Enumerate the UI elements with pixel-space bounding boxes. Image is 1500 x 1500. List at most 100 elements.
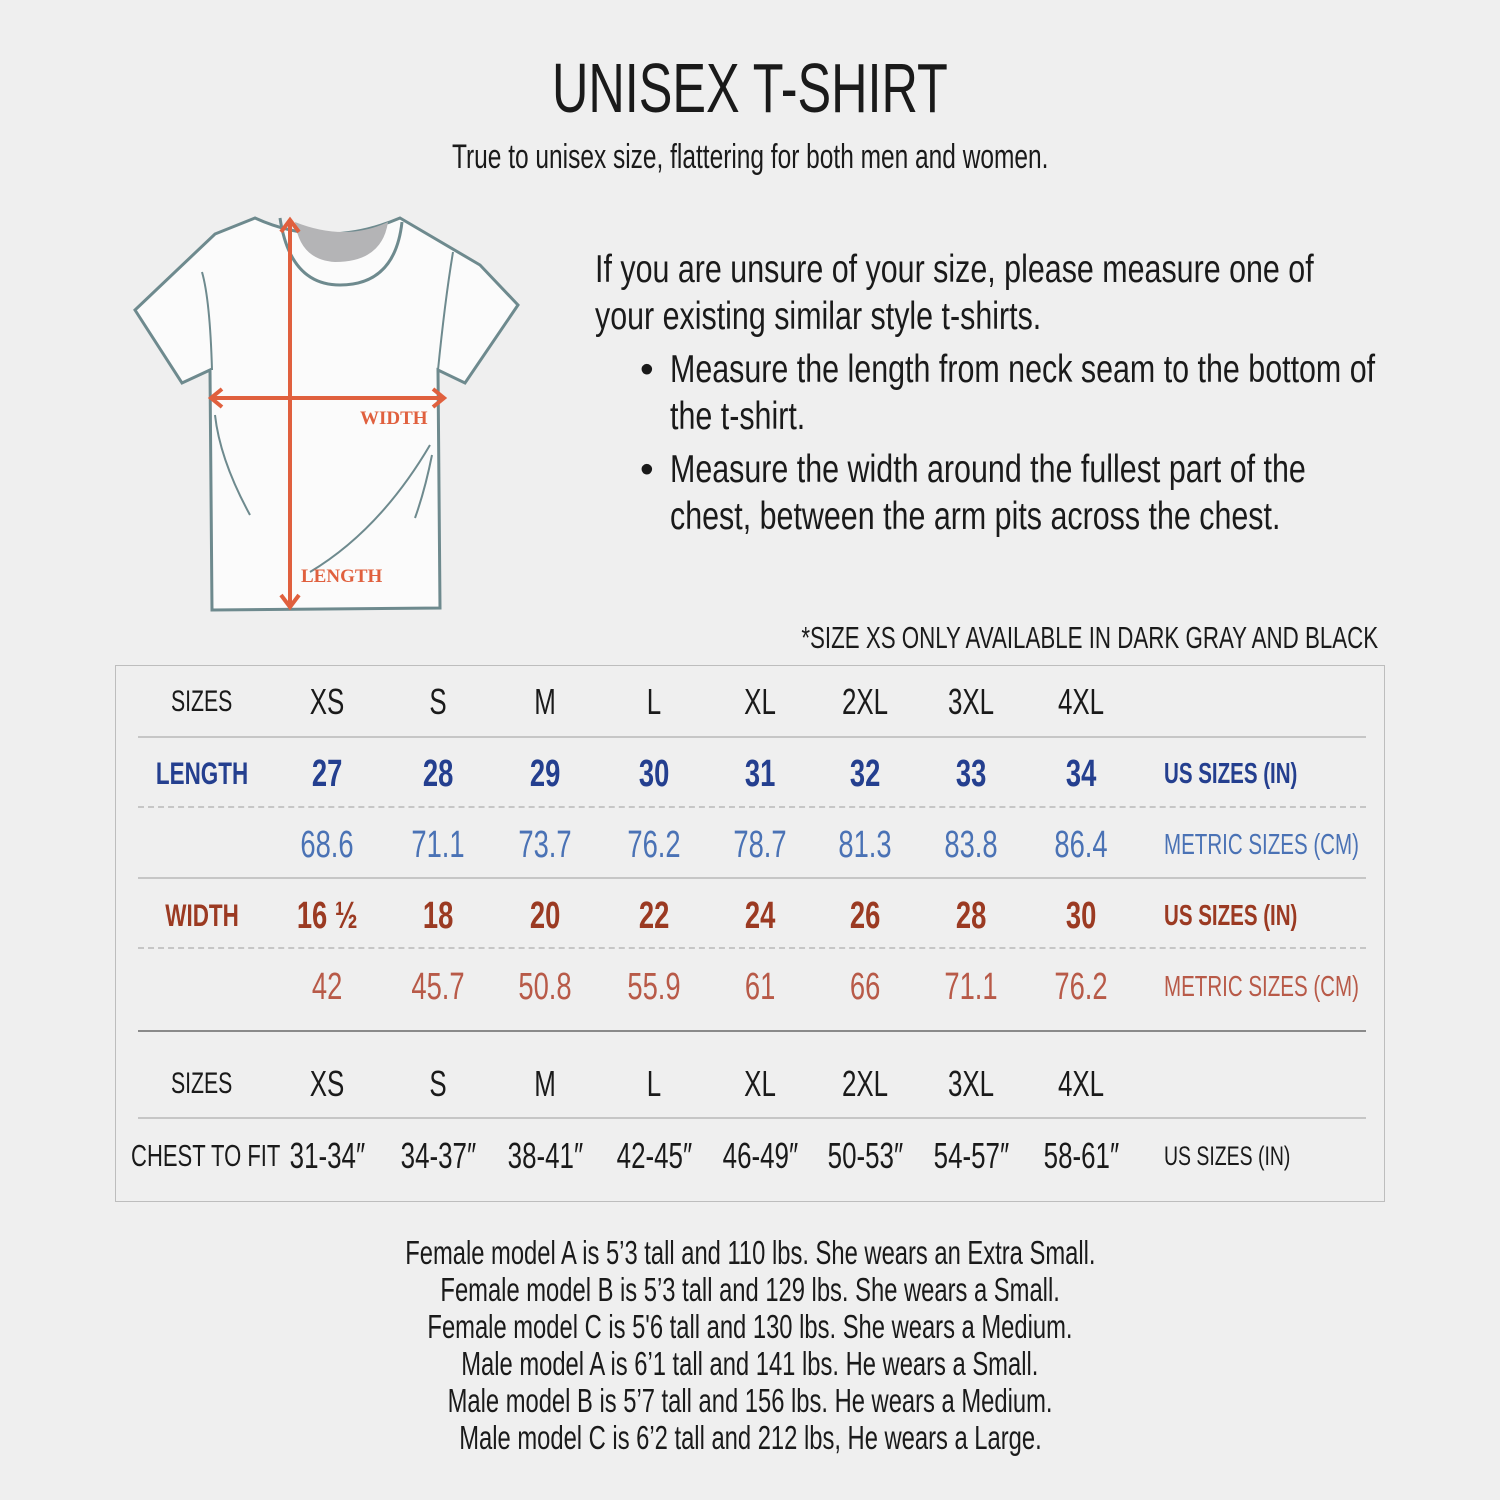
row-label: SIZES: [132, 680, 272, 724]
unit-text: US SIZES (IN): [1164, 900, 1298, 932]
cell-text: 28: [955, 895, 987, 937]
subtitle: True to unisex size, flattering for both…: [451, 138, 1049, 176]
table-cell: 29: [475, 752, 615, 796]
table-cell: 4XL: [1011, 1062, 1151, 1106]
unit-text: US SIZES (IN): [1164, 1141, 1291, 1171]
tshirt-diagram: WIDTH LENGTH: [133, 216, 520, 612]
cell-text: 27: [311, 753, 343, 795]
cell-text: XS: [309, 681, 345, 722]
table-cell: 26: [795, 894, 935, 938]
table-cell: L: [584, 1062, 724, 1106]
cell-text: 54-57″: [933, 1135, 1009, 1176]
unit-label: US SIZES (IN): [1164, 752, 1349, 796]
cell-text: 78.7: [733, 824, 787, 866]
table-cell: 34: [1011, 752, 1151, 796]
cell-text: 66: [849, 966, 881, 1008]
cell-text: CHEST TO FIT: [131, 1139, 281, 1173]
table-cell: 86.4: [1011, 823, 1151, 867]
table-cell: 4XL: [1011, 680, 1151, 724]
collar-shape: [295, 222, 388, 262]
table-cell: 31-34″: [257, 1134, 397, 1178]
cell-text: SIZES: [171, 685, 233, 718]
divider: [138, 736, 1366, 738]
cell-text: 30: [638, 753, 670, 795]
table-cell: 18: [368, 894, 508, 938]
cell-text: XS: [309, 1063, 345, 1104]
width-label: WIDTH: [360, 408, 428, 429]
table-cell: 24: [690, 894, 830, 938]
instructions-intro: If you are unsure of your size, please m…: [595, 248, 1314, 338]
table-cell: 3XL: [901, 680, 1041, 724]
divider: [138, 947, 1366, 949]
width-metric-row: 42 45.7 50.8 55.9 61 66 71.1 76.2 METRIC SIZES (…: [116, 965, 1386, 1009]
row-label: SIZES: [132, 1062, 272, 1106]
table-cell: 61: [690, 965, 830, 1009]
table-cell: 71.1: [901, 965, 1041, 1009]
cell-text: XL: [744, 681, 776, 722]
cell-text: 73.7: [518, 824, 572, 866]
cell-text: 28: [422, 753, 454, 795]
table-cell: 28: [901, 894, 1041, 938]
cell-text: 31-34″: [289, 1135, 365, 1176]
cell-text: 20: [529, 895, 561, 937]
table-cell: 50.8: [475, 965, 615, 1009]
table-cell: 76.2: [584, 823, 724, 867]
unit-text: US SIZES (IN): [1164, 758, 1298, 790]
cell-text: 3XL: [947, 1063, 995, 1104]
table-cell: M: [475, 680, 615, 724]
table-cell: 3XL: [901, 1062, 1041, 1106]
table-cell: XS: [257, 680, 397, 724]
cell-text: 30: [1065, 895, 1097, 937]
cell-text: 24: [744, 895, 776, 937]
table-cell: 54-57″: [901, 1134, 1041, 1178]
chest-row: CHEST TO FIT 31-34″ 34-37″ 38-41″ 42-45″ 46-4…: [116, 1134, 1386, 1178]
table-cell: 42-45″: [584, 1134, 724, 1178]
model-info: Female model A is 5’3 tall and 110 lbs. …: [0, 1234, 1500, 1456]
table-cell: 68.6: [257, 823, 397, 867]
table-cell: 45.7: [368, 965, 508, 1009]
length-us-row: LENGTH 27 28 29 30 31 32 33 34 US SIZES (IN): [116, 752, 1386, 796]
cell-text: 86.4: [1054, 824, 1108, 866]
cell-text: 61: [744, 966, 776, 1008]
unit-text: METRIC SIZES (CM): [1164, 829, 1359, 861]
unit-label: METRIC SIZES (CM): [1164, 823, 1435, 867]
table-cell: 55.9: [584, 965, 724, 1009]
cell-text: 83.8: [944, 824, 998, 866]
length-metric-row: 68.6 71.1 73.7 76.2 78.7 81.3 83.8 86.4 METRIC S…: [116, 823, 1386, 867]
table-cell: 30: [584, 752, 724, 796]
cell-text: 4XL: [1057, 681, 1105, 722]
unit-label: US SIZES (IN): [1164, 1134, 1340, 1178]
sizes-header-row-2: SIZES XS S M L XL 2XL 3XL 4XL: [116, 1062, 1386, 1106]
unit-text: METRIC SIZES (CM): [1164, 971, 1359, 1003]
cell-text: 18: [422, 895, 454, 937]
table-cell: 34-37″: [368, 1134, 508, 1178]
cell-text: 33: [955, 753, 987, 795]
model-line: Female model B is 5’3 tall and 129 lbs. …: [440, 1271, 1060, 1308]
cell-text: 55.9: [627, 966, 681, 1008]
cell-text: S: [429, 1063, 447, 1104]
cell-text: L: [646, 1063, 662, 1104]
table-cell: 16 ½: [257, 894, 397, 938]
table-cell: 2XL: [795, 680, 935, 724]
cell-text: 42-45″: [616, 1135, 692, 1176]
table-cell: 46-49″: [690, 1134, 830, 1178]
table-cell: XL: [690, 1062, 830, 1106]
table-cell: 27: [257, 752, 397, 796]
table-cell: 50-53″: [795, 1134, 935, 1178]
instruction-item: Measure the length from neck seam to the…: [640, 346, 1500, 440]
cell-text: M: [534, 1063, 556, 1104]
cell-text: SIZES: [171, 1067, 233, 1100]
cell-text: 46-49″: [722, 1135, 798, 1176]
table-cell: 66: [795, 965, 935, 1009]
width-us-row: WIDTH 16 ½ 18 20 22 24 26 28 30 US SIZES (IN): [116, 894, 1386, 938]
table-cell: 83.8: [901, 823, 1041, 867]
table-cell: 20: [475, 894, 615, 938]
width-arrow: [207, 387, 448, 409]
cell-text: 22: [638, 895, 670, 937]
cell-text: M: [534, 681, 556, 722]
table-cell: XS: [257, 1062, 397, 1106]
table-cell: 30: [1011, 894, 1151, 938]
cell-text: 42: [311, 966, 343, 1008]
table-cell: 31: [690, 752, 830, 796]
cell-text: 38-41″: [507, 1135, 583, 1176]
